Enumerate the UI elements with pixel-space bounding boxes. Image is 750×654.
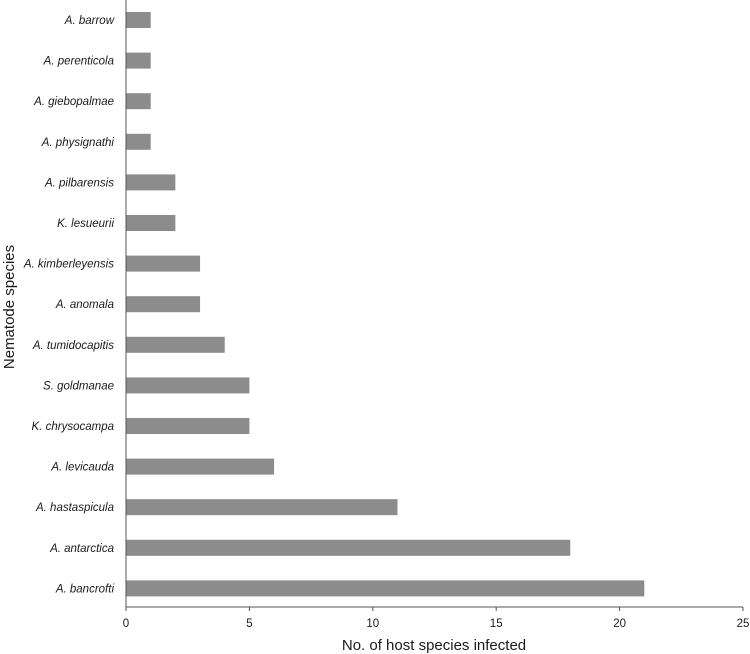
bar	[126, 458, 275, 475]
category-label: A. perenticola	[43, 56, 114, 68]
bar	[126, 174, 176, 191]
bar	[126, 52, 151, 69]
category-label: A. hastaspicula	[35, 502, 114, 514]
y-axis-title: Nematode species	[1, 245, 18, 369]
x-tick-label: 5	[246, 618, 252, 630]
category-label: A. physignathi	[41, 137, 115, 149]
bar	[126, 539, 571, 556]
category-label: A. anomala	[55, 299, 114, 311]
bar	[126, 93, 151, 110]
x-ticks-group: 0 5 10 15 20 25	[123, 607, 750, 630]
category-label: A. levicauda	[50, 462, 114, 474]
category-label: A. bancrofti	[55, 583, 115, 595]
category-label: K. chrysocampa	[32, 421, 114, 433]
bar	[126, 12, 151, 28]
x-tick-label: 0	[123, 618, 129, 630]
bar	[126, 296, 201, 313]
category-label: S. goldmanae	[43, 380, 114, 392]
x-tick-label: 15	[490, 618, 503, 630]
category-label: A. antarctica	[49, 543, 114, 555]
bar	[126, 255, 201, 272]
x-axis-title: No. of host species infected	[342, 637, 526, 654]
category-label: A. tumidocapitis	[32, 340, 114, 352]
category-label: A. pilbarensis	[44, 177, 114, 189]
bar	[126, 418, 250, 434]
category-label: A. barrow	[64, 15, 115, 27]
category-label: K. lesueurii	[57, 218, 114, 230]
bar	[126, 580, 645, 597]
x-tick-label: 25	[737, 618, 750, 630]
category-labels: A. barrow A. perenticola A. giebopalmae A. …	[23, 15, 115, 595]
category-label: A. giebopalmae	[33, 96, 114, 108]
x-tick-label: 10	[366, 618, 379, 630]
bar	[126, 215, 176, 231]
bars-group	[126, 12, 645, 597]
x-tick-label: 20	[613, 618, 626, 630]
bar	[126, 133, 151, 150]
bar	[126, 336, 225, 353]
bar	[126, 377, 250, 394]
category-label: A. kimberleyensis	[23, 259, 114, 271]
bar	[126, 499, 398, 516]
